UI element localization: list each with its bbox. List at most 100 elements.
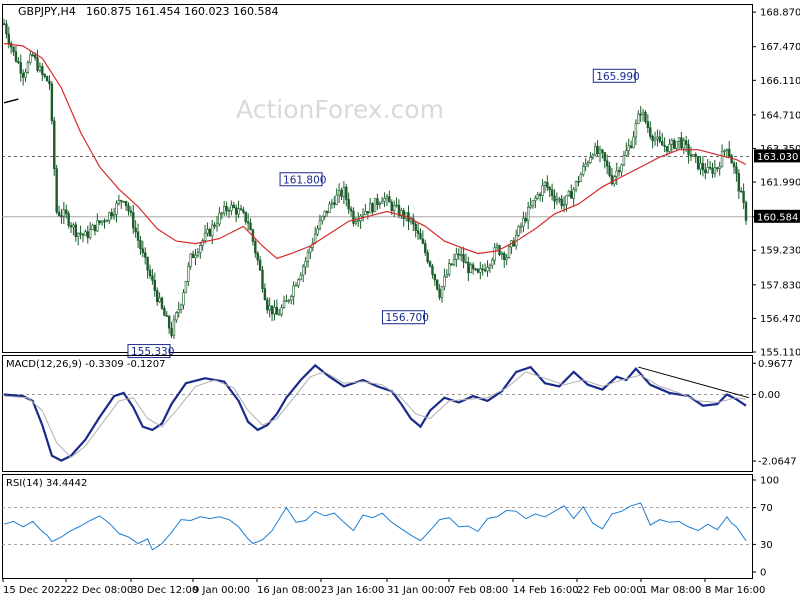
- candle-body: [232, 204, 235, 209]
- candle-body: [146, 256, 149, 271]
- x-axis-tick-label: 1 Mar 08:00: [641, 585, 701, 596]
- candle-body: [718, 166, 721, 169]
- candle-body: [605, 160, 609, 167]
- candle-body: [129, 210, 133, 213]
- candle-body: [91, 224, 94, 230]
- candle-body: [366, 211, 370, 214]
- candle-body: [98, 220, 101, 223]
- candle-body: [316, 228, 319, 235]
- candle-body: [110, 212, 113, 217]
- candle-body: [708, 166, 712, 169]
- candle-body: [426, 252, 429, 262]
- candle-body: [517, 226, 520, 236]
- candle-body: [244, 211, 247, 223]
- candle-body: [352, 210, 355, 224]
- candle-body: [699, 163, 702, 170]
- candle-body: [354, 221, 358, 224]
- candle-body: [596, 146, 599, 154]
- candle-body: [615, 170, 618, 178]
- symbol-title: GBPJPY,H4: [18, 5, 76, 18]
- candle-body: [246, 221, 250, 224]
- candle-body: [579, 174, 583, 182]
- candle-body: [2, 23, 6, 26]
- candle-body: [531, 200, 535, 207]
- candle-body: [646, 121, 650, 129]
- candle-body: [665, 146, 669, 152]
- candle-body: [689, 154, 693, 157]
- candle-body: [239, 208, 243, 211]
- candle-body: [376, 198, 379, 205]
- candle-body: [29, 54, 32, 63]
- candle-body: [242, 209, 245, 213]
- candle-body: [206, 229, 209, 234]
- macd-trendline: [638, 366, 750, 399]
- candle-body: [419, 233, 422, 240]
- candle-body: [459, 254, 463, 256]
- candle-body: [737, 173, 741, 192]
- candle-body: [594, 146, 597, 156]
- candle-body: [263, 288, 267, 301]
- candle-body: [177, 309, 180, 314]
- price-annotation-label: 156.700: [385, 312, 428, 324]
- candle-body: [744, 202, 748, 221]
- x-axis-tick-label: 22 Feb 00:00: [577, 585, 643, 596]
- candle-body: [584, 163, 587, 167]
- macd-title: MACD(12,26,9) -0.3309 -0.1207: [6, 359, 166, 370]
- candle-body: [189, 253, 192, 267]
- candle-body: [175, 312, 178, 321]
- candle-body: [50, 83, 54, 122]
- candle-body: [275, 306, 279, 315]
- candle-body: [629, 145, 633, 148]
- candle-body: [649, 127, 652, 137]
- candle-body: [421, 238, 425, 244]
- candle-body: [574, 181, 578, 190]
- candle-body: [24, 71, 27, 78]
- x-axis-tick-label: 15 Dec 2022: [3, 585, 67, 596]
- candle-body: [440, 286, 444, 298]
- candle-body: [81, 233, 85, 236]
- candle-body: [457, 253, 460, 256]
- candle-body: [488, 264, 492, 268]
- candle-body: [641, 111, 645, 115]
- candle-body: [433, 274, 437, 281]
- candle-body: [385, 196, 389, 199]
- candle-body: [12, 46, 15, 52]
- candle-body: [227, 210, 231, 213]
- candle-body: [723, 150, 726, 153]
- price-y-tick-label: 164.710: [760, 110, 800, 121]
- candle-body: [637, 113, 640, 124]
- candle-body: [96, 220, 99, 232]
- candle-body: [416, 230, 420, 234]
- candle-body: [282, 300, 286, 308]
- candle-body: [297, 279, 300, 286]
- candle-body: [268, 305, 271, 311]
- candle-body: [134, 227, 137, 233]
- candle-body: [680, 137, 683, 149]
- candle-body: [103, 220, 106, 223]
- candle-body: [632, 136, 635, 148]
- candle-body: [100, 220, 104, 223]
- macd-panel-frame: [2, 355, 753, 472]
- price-y-tick-label: 159.230: [760, 246, 800, 257]
- candle-body: [620, 164, 623, 173]
- candle-body: [639, 113, 642, 116]
- candle-body: [321, 216, 324, 222]
- candle-body: [550, 189, 554, 197]
- candle-body: [586, 162, 590, 165]
- macd-y-tick-label: -2.0647: [758, 457, 797, 468]
- candle-body: [720, 151, 724, 168]
- candle-body: [53, 120, 56, 170]
- candle-body: [69, 225, 73, 228]
- candle-body: [21, 72, 25, 78]
- candle-body: [627, 145, 630, 151]
- candle-body: [481, 268, 484, 271]
- candle-body: [438, 288, 441, 298]
- candle-body: [388, 196, 391, 203]
- candle-body: [179, 304, 183, 310]
- price-annotation-label: 161.800: [283, 174, 326, 186]
- price-tag-label: 160.584: [757, 212, 798, 223]
- candle-body: [469, 264, 472, 274]
- candle-body: [139, 240, 142, 250]
- candle-body: [479, 268, 482, 273]
